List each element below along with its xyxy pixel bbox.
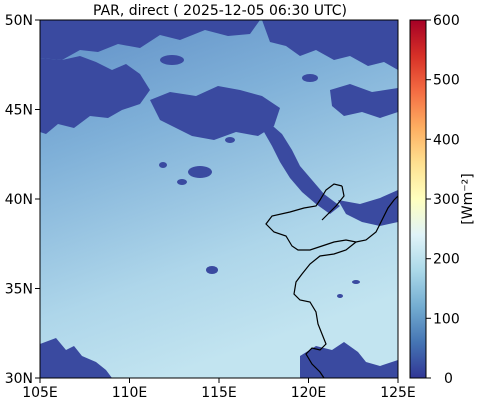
colorbar-tick-label: 400 bbox=[433, 132, 460, 148]
lat-tick-label: 40N bbox=[5, 192, 33, 208]
colorbar-tick-labels: 600 500 400 300 200 100 0 bbox=[433, 13, 460, 387]
colorbar-tick-label: 300 bbox=[433, 192, 460, 208]
lon-tick-label: 115E bbox=[201, 385, 237, 401]
lat-tick-labels: 50N 45N 40N 35N 30N bbox=[5, 13, 33, 387]
colorbar-tick-label: 200 bbox=[433, 252, 460, 268]
colorbar-tick-label: 600 bbox=[433, 13, 460, 29]
lon-tick-label: 105E bbox=[22, 385, 58, 401]
lon-tick-label: 110E bbox=[112, 385, 148, 401]
lat-tick-label: 50N bbox=[5, 13, 33, 29]
lat-tick-label: 30N bbox=[5, 371, 33, 387]
coastline bbox=[265, 183, 398, 378]
colorbar-label: [Wm⁻²] bbox=[460, 173, 476, 224]
colorbar-tick-label: 0 bbox=[444, 371, 453, 387]
lat-tick-label: 35N bbox=[5, 282, 33, 298]
colorbar-tick-label: 100 bbox=[433, 311, 460, 327]
lon-tick-marks bbox=[39, 378, 399, 383]
lat-tick-marks bbox=[35, 19, 40, 379]
lat-tick-label: 45N bbox=[5, 103, 33, 119]
lon-tick-label: 120E bbox=[291, 385, 327, 401]
lon-tick-label: 125E bbox=[380, 385, 416, 401]
lon-tick-labels: 105E 110E 115E 120E 125E bbox=[22, 385, 416, 401]
colorbar bbox=[409, 19, 427, 379]
colorbar-tick-label: 500 bbox=[433, 73, 460, 89]
colorbar-tick-marks bbox=[426, 19, 431, 379]
map-title: PAR, direct ( 2025-12-05 06:30 UTC) bbox=[93, 3, 347, 19]
